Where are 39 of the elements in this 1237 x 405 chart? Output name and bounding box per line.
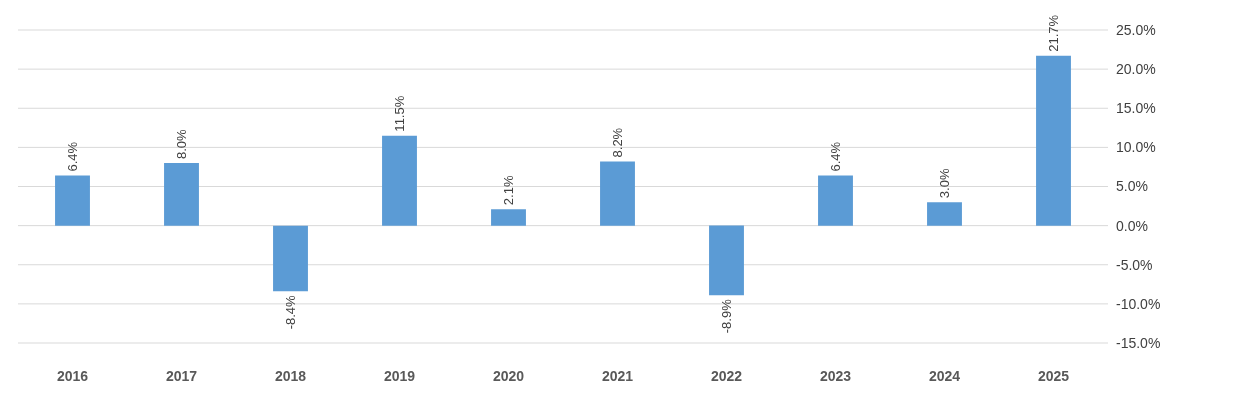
- bar: [382, 135, 417, 226]
- y-tick-label: 10.0%: [1116, 139, 1156, 156]
- x-tick-label: 2017: [165, 367, 198, 384]
- y-tick-label: 5.0%: [1116, 178, 1148, 195]
- y-tick-label: 15.0%: [1116, 100, 1156, 117]
- x-tick-label: 2021: [601, 367, 634, 384]
- x-tick-label: 2016: [56, 367, 89, 384]
- bar: [55, 175, 90, 226]
- bar: [818, 175, 853, 226]
- y-tick-label: -15.0%: [1116, 334, 1161, 351]
- y-tick-label: 0.0%: [1116, 217, 1148, 234]
- y-tick-label: 25.0%: [1116, 21, 1156, 38]
- bar: [164, 163, 199, 226]
- x-tick-label: 2022: [710, 367, 743, 384]
- bar: [709, 225, 744, 296]
- data-label: 11.5%: [392, 95, 407, 132]
- bar: [927, 202, 962, 226]
- x-tick-label: 2025: [1037, 367, 1070, 384]
- bar: [600, 161, 635, 226]
- y-tick-label: -5.0%: [1116, 256, 1153, 273]
- data-label: 2.1%: [501, 175, 516, 206]
- data-label: 8.0%: [174, 128, 189, 160]
- bar: [1036, 55, 1071, 226]
- bar: [273, 225, 308, 292]
- data-label: -8.9%: [719, 298, 734, 334]
- data-label: 6.4%: [65, 141, 80, 172]
- x-tick-label: 2018: [274, 367, 307, 384]
- x-tick-label: 2020: [492, 367, 525, 384]
- x-tick-label: 2019: [383, 367, 416, 384]
- y-tick-label: -10.0%: [1116, 295, 1161, 312]
- data-label: 3.0%: [937, 168, 952, 199]
- y-tick-label: 20.0%: [1116, 61, 1156, 78]
- data-label: 8.2%: [610, 127, 625, 158]
- data-label: -8.4%: [283, 294, 298, 330]
- data-label: 6.4%: [828, 141, 843, 172]
- bar: [491, 209, 526, 226]
- x-tick-label: 2023: [819, 367, 852, 384]
- data-label: 21.7%: [1046, 14, 1061, 52]
- x-tick-label: 2024: [928, 367, 961, 384]
